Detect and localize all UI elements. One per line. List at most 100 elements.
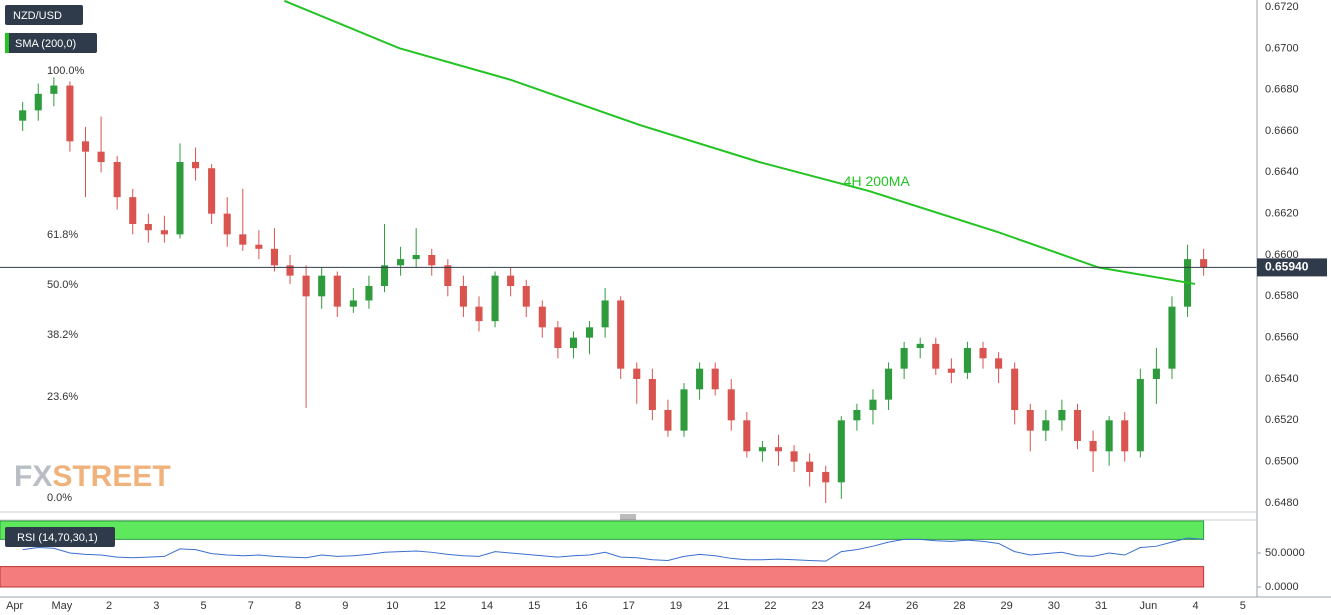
rsi-tick-label: 50.0000 bbox=[1265, 547, 1305, 559]
fib-label: 38.2% bbox=[47, 329, 78, 341]
candle-body bbox=[208, 168, 216, 214]
y-tick-label: 0.6560 bbox=[1265, 332, 1299, 344]
x-tick-label: May bbox=[51, 600, 72, 612]
x-tick-label: 26 bbox=[906, 600, 918, 612]
candle-body bbox=[286, 265, 294, 276]
candle-body bbox=[727, 389, 735, 421]
fib-label: 61.8% bbox=[47, 229, 78, 241]
candle-body bbox=[947, 368, 955, 373]
fib-levels: 100.0% 61.8% 50.0% 38.2% 23.6% 0.0% bbox=[47, 65, 85, 504]
candle-body bbox=[81, 141, 90, 152]
candle-body bbox=[444, 265, 452, 286]
x-tick-label: 2 bbox=[106, 600, 112, 612]
candle-body bbox=[192, 162, 200, 169]
candle-body bbox=[696, 368, 704, 390]
x-tick-label: 17 bbox=[623, 600, 635, 612]
candle-body bbox=[900, 347, 908, 369]
y-tick-label: 0.6640 bbox=[1265, 166, 1299, 178]
watermark: FXSTREET bbox=[14, 460, 171, 493]
candle-body bbox=[822, 471, 830, 483]
candle-body bbox=[995, 358, 1003, 369]
candle-body bbox=[507, 275, 515, 286]
candle-body bbox=[538, 306, 546, 328]
x-tick-label: 12 bbox=[434, 600, 446, 612]
rsi-tick-label: 0.0000 bbox=[1265, 581, 1299, 593]
candle-body bbox=[806, 461, 814, 472]
fib-label: 100.0% bbox=[47, 65, 85, 77]
candle-body bbox=[853, 409, 861, 421]
x-tick-label: 5 bbox=[201, 600, 207, 612]
fib-label: 0.0% bbox=[47, 492, 72, 504]
x-tick-label: 19 bbox=[670, 600, 682, 612]
watermark-part: STREET bbox=[52, 460, 170, 493]
x-tick-label: 4 bbox=[1193, 600, 1199, 612]
candle-body bbox=[302, 275, 310, 297]
rsi-overbought-band bbox=[0, 520, 1205, 540]
candle-body bbox=[412, 255, 420, 260]
x-tick-label: 5 bbox=[1240, 600, 1246, 612]
candle-body bbox=[428, 255, 436, 266]
candle-body bbox=[932, 343, 940, 369]
y-tick-label: 0.6580 bbox=[1265, 290, 1299, 302]
candle-body bbox=[113, 162, 121, 198]
y-tick-label: 0.6680 bbox=[1265, 84, 1299, 96]
x-tick-label: 7 bbox=[248, 600, 254, 612]
y-tick-label: 0.6600 bbox=[1265, 249, 1299, 261]
candle-body bbox=[585, 327, 594, 338]
candle-body bbox=[66, 85, 74, 142]
y-tick-label: 0.6480 bbox=[1265, 497, 1299, 509]
x-tick-label: 22 bbox=[764, 600, 776, 612]
candle-body bbox=[758, 447, 766, 452]
y-tick-label: 0.6500 bbox=[1265, 456, 1299, 468]
candle-body bbox=[333, 275, 341, 307]
candle-body bbox=[554, 327, 562, 348]
x-tick-label: 30 bbox=[1048, 600, 1060, 612]
candle-body bbox=[459, 285, 467, 307]
candle-body bbox=[50, 85, 58, 94]
candle-body bbox=[365, 285, 373, 301]
x-tick-label: Apr bbox=[6, 600, 23, 612]
candle-body bbox=[19, 110, 27, 121]
candle-body bbox=[349, 300, 357, 307]
x-tick-label: 8 bbox=[295, 600, 301, 612]
candle-body bbox=[664, 409, 672, 431]
candle-body bbox=[680, 389, 688, 431]
candle-body bbox=[979, 347, 987, 359]
x-tick-label: Jun bbox=[1139, 600, 1157, 612]
x-tick-label: 15 bbox=[528, 600, 540, 612]
candle-body bbox=[1073, 409, 1082, 441]
x-tick-label: 3 bbox=[153, 600, 159, 612]
candle-body bbox=[144, 224, 152, 231]
x-tick-label: 21 bbox=[717, 600, 729, 612]
rsi-panel bbox=[0, 520, 1261, 588]
x-tick-label: 24 bbox=[859, 600, 871, 612]
indicator-label: SMA (200,0) bbox=[15, 38, 76, 50]
symbol-label: NZD/USD bbox=[13, 10, 62, 22]
x-tick-label: 23 bbox=[812, 600, 824, 612]
candle-body bbox=[916, 343, 924, 348]
candle-body bbox=[255, 244, 263, 249]
symbol-box[interactable] bbox=[5, 5, 83, 25]
price-label: 0.65940 bbox=[1265, 260, 1309, 274]
y-tick-label: 0.6720 bbox=[1265, 1, 1299, 13]
candle-body bbox=[1121, 420, 1129, 452]
indicator-box[interactable] bbox=[5, 33, 97, 53]
y-tick-label: 0.6520 bbox=[1265, 414, 1299, 426]
candle-body bbox=[648, 378, 656, 410]
rsi-line bbox=[22, 537, 1204, 562]
resize-handle[interactable] bbox=[620, 514, 636, 520]
annotation: 4H 200MA bbox=[844, 173, 911, 189]
candle-body bbox=[522, 285, 530, 307]
y-tick-label: 0.6660 bbox=[1265, 125, 1299, 137]
candle-body bbox=[711, 368, 719, 390]
candles bbox=[19, 77, 1208, 503]
candle-body bbox=[223, 213, 231, 235]
x-tick-label: 31 bbox=[1095, 600, 1107, 612]
candle-body bbox=[1200, 259, 1208, 268]
candle-body bbox=[160, 230, 168, 235]
candle-body bbox=[1058, 409, 1066, 421]
candle-body bbox=[34, 93, 42, 111]
candle-body bbox=[270, 248, 278, 266]
rsi-title-box bbox=[5, 527, 115, 547]
